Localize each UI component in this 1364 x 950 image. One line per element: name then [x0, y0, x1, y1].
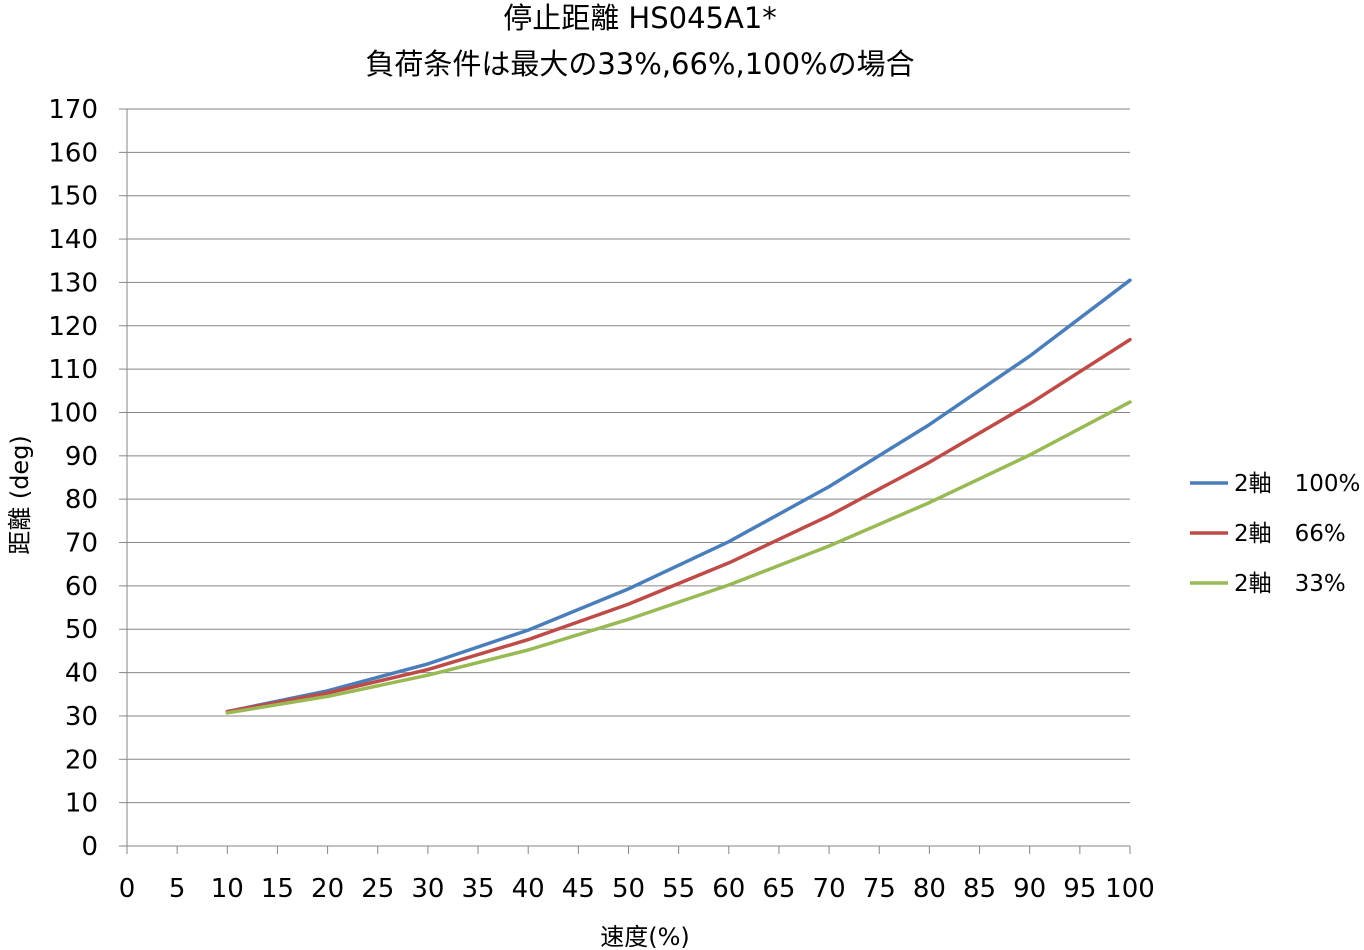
y-tick-label-140: 140: [48, 225, 98, 255]
x-axis-ticks: 0 5 10 15 20 25 30 35 40 45 50 55 60 65 70 75 80 85 90 95 10…: [119, 846, 1155, 904]
y-axis-ticks: 0 10 20 30 40 50 60 70 80 90 100 110 120 130 140 150 160…: [48, 95, 127, 862]
legend-label-0: 2軸 100%: [1234, 471, 1360, 497]
y-tick-label-20: 20: [65, 745, 98, 775]
x-tick-label-55: 55: [662, 874, 695, 904]
series-line-1: [225, 337, 1132, 714]
legend-label-2: 2軸 33%: [1234, 571, 1346, 597]
y-tick-label-100: 100: [48, 398, 98, 428]
y-tick-label-60: 60: [65, 572, 98, 602]
x-tick-label-85: 85: [963, 874, 996, 904]
chart-subtitle: 負荷条件は最大の33%,66%,100%の場合: [365, 47, 914, 81]
x-tick-label-75: 75: [863, 874, 896, 904]
y-tick-label-30: 30: [65, 702, 98, 732]
x-tick-label-0: 0: [119, 874, 136, 904]
y-tick-label-170: 170: [48, 95, 98, 125]
x-tick-label-70: 70: [813, 874, 846, 904]
x-tick-label-20: 20: [311, 874, 344, 904]
y-tick-label-40: 40: [65, 659, 98, 689]
y-tick-label-150: 150: [48, 182, 98, 212]
x-tick-label-95: 95: [1063, 874, 1096, 904]
y-tick-label-120: 120: [48, 312, 98, 342]
y-tick-label-0: 0: [81, 832, 98, 862]
y-tick-label-130: 130: [48, 268, 98, 298]
y-tick-label-70: 70: [65, 529, 98, 559]
y-tick-label-80: 80: [65, 485, 98, 515]
x-tick-label-90: 90: [1013, 874, 1046, 904]
y-tick-label-50: 50: [65, 615, 98, 645]
gridlines: [127, 108, 1130, 804]
x-tick-label-15: 15: [261, 874, 294, 904]
x-tick-label-65: 65: [762, 874, 795, 904]
y-tick-label-110: 110: [48, 355, 98, 385]
y-tick-label-90: 90: [65, 442, 98, 472]
legend: 2軸 100% 2軸 66% 2軸 33%: [1190, 471, 1360, 597]
y-tick-label-160: 160: [48, 138, 98, 168]
x-tick-label-80: 80: [913, 874, 946, 904]
y-axis-label: 距離 (deg): [6, 435, 34, 555]
x-axis-label: 速度(%): [600, 923, 690, 950]
x-tick-label-10: 10: [211, 874, 244, 904]
x-tick-label-30: 30: [411, 874, 444, 904]
x-tick-label-50: 50: [612, 874, 645, 904]
x-tick-label-5: 5: [169, 874, 186, 904]
legend-label-1: 2軸 66%: [1234, 521, 1346, 547]
x-tick-label-100: 100: [1105, 874, 1155, 904]
series-line-2: [225, 400, 1132, 715]
x-tick-label-25: 25: [361, 874, 394, 904]
y-tick-label-10: 10: [65, 789, 98, 819]
x-tick-label-60: 60: [712, 874, 745, 904]
series-group: [225, 278, 1132, 715]
series-line-0: [225, 278, 1132, 714]
x-tick-label-35: 35: [462, 874, 495, 904]
chart-title: 停止距離 HS045A1*: [503, 1, 777, 35]
x-tick-label-40: 40: [512, 874, 545, 904]
x-tick-label-45: 45: [562, 874, 595, 904]
